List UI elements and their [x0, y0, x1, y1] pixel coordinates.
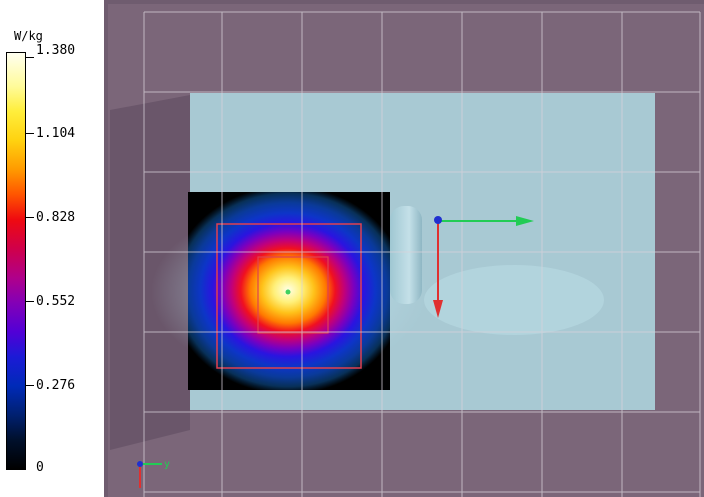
antenna-cylinder	[390, 206, 422, 304]
legend-tick-4	[26, 301, 34, 302]
legend-tick-label-min: 0	[36, 460, 44, 475]
legend-unit-label: W/kg	[14, 29, 43, 43]
legend-tick-3	[26, 217, 34, 218]
outer-box-side-shade	[110, 95, 190, 450]
sar-color-scale-bar	[6, 52, 26, 470]
3d-viewport[interactable]: y	[104, 0, 704, 497]
z-axis-arrowhead	[433, 300, 443, 318]
x-axis-arrowhead	[516, 216, 534, 226]
field-halo-tail	[424, 265, 604, 335]
legend-tick-label-3: 0.828	[36, 210, 76, 225]
3d-scene[interactable]: y	[104, 0, 704, 497]
measurement-frame-inner	[257, 256, 329, 334]
legend-tick-2	[26, 133, 34, 134]
triad-origin	[137, 461, 143, 467]
legend-tick-label-4: 0.552	[36, 294, 76, 309]
triad-y-label: y	[164, 459, 170, 470]
legend-tick-label-5: 0.276	[36, 378, 76, 393]
legend-tick-1	[26, 57, 34, 58]
legend-tick-label-max: 1.380	[36, 43, 76, 58]
grid	[143, 11, 701, 497]
peak-marker	[285, 289, 291, 295]
color-legend: W/kg 1.380 1.104 0.828 0.552 0.276 0	[0, 0, 104, 497]
measurement-frame-outer	[216, 223, 362, 369]
origin-marker	[434, 216, 442, 224]
legend-tick-5	[26, 385, 34, 386]
legend-tick-label-2: 1.104	[36, 126, 76, 141]
